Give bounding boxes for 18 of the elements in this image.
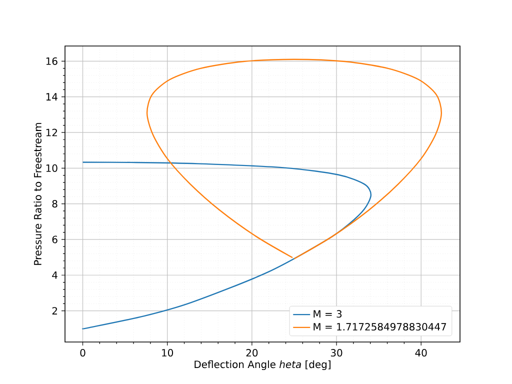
y-tick-label: 8 [52,200,58,208]
x-tick-label: 30 [330,349,342,357]
legend-label: M = 3 [314,310,342,318]
y-tick-label: 2 [52,307,57,314]
y-axis-title: Pressure Ratio to Freestream [34,123,42,265]
y-tick-label: 4 [52,271,58,279]
x-tick-label: 20 [246,349,258,357]
x-axis-title: Deflection Angle heta [deg] [194,360,330,370]
legend-label: M = 1.7172584978830447 [314,322,446,331]
x-tick-label: 10 [162,349,174,357]
line-series [146,58,442,260]
y-tick-label: 10 [46,164,58,172]
y-tick-label: 12 [46,128,57,136]
y-tick-label: 6 [52,236,58,244]
y-tick-label: 16 [46,57,58,65]
x-tick-label: 0 [80,349,86,357]
x-tick-label: 40 [415,349,427,357]
y-tick-label: 14 [46,93,58,100]
